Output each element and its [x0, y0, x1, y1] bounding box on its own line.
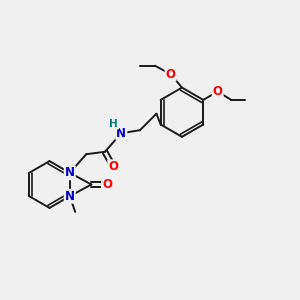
Text: N: N: [116, 127, 126, 140]
Text: H: H: [110, 118, 118, 129]
Text: O: O: [102, 178, 112, 191]
Text: O: O: [166, 68, 176, 81]
Text: N: N: [65, 166, 75, 179]
Text: N: N: [65, 190, 75, 203]
Text: O: O: [213, 85, 223, 98]
Text: O: O: [108, 160, 118, 173]
